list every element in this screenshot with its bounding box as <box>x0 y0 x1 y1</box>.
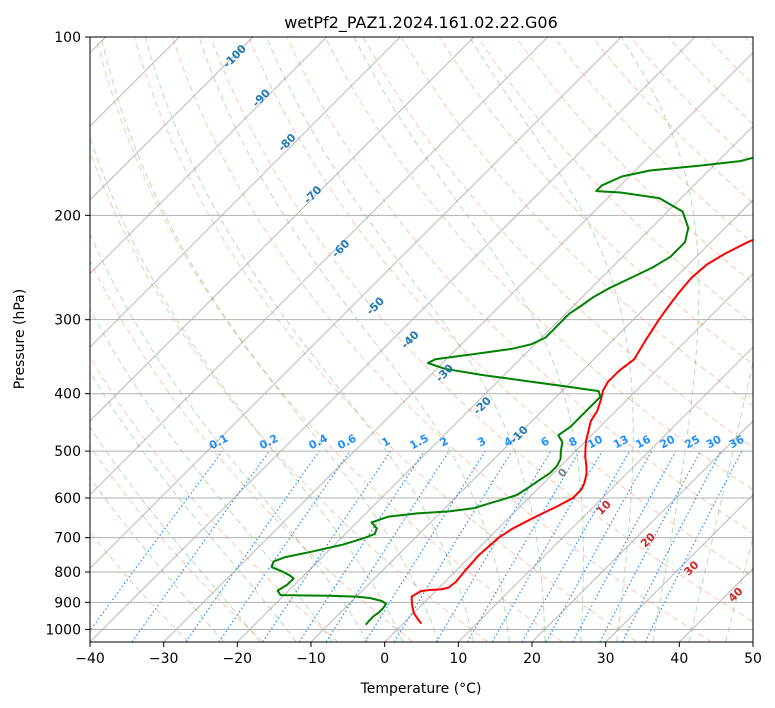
mixing-ratio-label: 30 <box>704 433 724 452</box>
dry-adiabats <box>90 37 753 642</box>
moist-adiabat <box>90 232 369 642</box>
skewed-isotherm <box>90 37 475 422</box>
y-axis-label: Pressure (hPa) <box>12 289 28 389</box>
moist-adiabat <box>620 37 700 642</box>
skewed-isotherm <box>163 51 753 642</box>
dry-adiabat <box>286 37 753 534</box>
y-tick-label: 900 <box>54 595 81 611</box>
dry-adiabat <box>90 259 414 642</box>
moist-adiabat <box>90 308 333 642</box>
y-tick-label: 300 <box>54 313 81 329</box>
skewed-isotherm <box>90 37 549 496</box>
chart-title: wetPf2_PAZ1.2024.161.02.22.G06 <box>284 13 558 33</box>
dry-adiabat <box>324 37 753 491</box>
dry-adiabat <box>210 37 753 623</box>
skewed-isotherm <box>310 199 753 642</box>
moist-adiabat <box>198 37 510 642</box>
skewed-isotherm <box>457 346 753 642</box>
skewed-isotherm <box>90 37 401 349</box>
mixing-ratio-line <box>262 450 392 642</box>
y-tick-label: 100 <box>54 30 81 46</box>
mixing-ratio-label: 16 <box>633 433 653 452</box>
moist-adiabat <box>266 37 546 642</box>
x-axis-label: Temperature (°C) <box>360 681 482 697</box>
mixing-ratio-line <box>131 450 270 642</box>
moist-adiabat <box>90 370 297 642</box>
mixing-ratio-line <box>393 450 513 642</box>
moist-adiabat <box>353 37 584 642</box>
y-tick-label: 1000 <box>45 622 81 638</box>
mixing-ratio-line <box>298 450 425 642</box>
mixing-ratio-line <box>572 450 677 642</box>
x-tick-label: 10 <box>449 651 467 667</box>
x-tick-label: −30 <box>149 651 179 667</box>
mixing-ratio-line <box>644 450 743 642</box>
moist-adiabat <box>90 135 404 642</box>
dry-adiabat <box>90 445 264 642</box>
x-tick-label: 0 <box>380 651 389 667</box>
x-tick-label: 30 <box>597 651 615 667</box>
mixing-ratio-line <box>325 450 450 642</box>
moist-adiabat <box>725 536 753 642</box>
plot-area: -100-90-80-70-60-50-40-30-20-10010203040… <box>90 37 753 642</box>
dry-adiabat <box>90 356 339 642</box>
axes-frame <box>89 36 754 643</box>
mixing-ratio-label: 10 <box>585 433 605 452</box>
skewed-isotherm <box>90 37 328 275</box>
x-tick-label: 40 <box>670 651 688 667</box>
moist-adiabat <box>688 358 753 642</box>
mixing-ratio-line <box>218 450 351 642</box>
skewed-isotherm <box>90 37 696 642</box>
moist-adiabat <box>144 37 475 642</box>
mixing-ratio-lines <box>90 450 743 642</box>
skewed-isotherm <box>384 272 753 642</box>
mixing-ratio-label: 13 <box>611 433 631 452</box>
moist-adiabat <box>90 476 225 642</box>
y-tick-label: 200 <box>54 208 81 224</box>
x-tick-label: 20 <box>523 651 541 667</box>
x-tick-label: −20 <box>223 651 253 667</box>
mixing-ratio-label: 36 <box>727 433 747 452</box>
moist-adiabat <box>90 426 261 642</box>
dry-adiabat <box>171 37 712 642</box>
mixing-ratio-line <box>185 450 320 642</box>
skewed-isotherm <box>90 37 254 201</box>
y-tick-label: 400 <box>54 387 81 403</box>
x-axis-ticks: −40 −30 −20 −10 0 10 20 30 40 50 <box>75 642 762 667</box>
moist-adiabat <box>100 37 439 642</box>
dewpoint-line <box>270 156 753 626</box>
y-tick-label: 700 <box>54 531 81 547</box>
skewed-isotherms <box>90 37 753 642</box>
mixing-ratio-label: 25 <box>683 433 703 452</box>
skewed-isotherm <box>90 37 622 570</box>
y-tick-label: 600 <box>54 491 81 507</box>
y-axis-ticks: 100 200 300 400 500 600 700 800 900 1000 <box>45 30 90 638</box>
dry-adiabat <box>248 37 753 578</box>
mixing-ratio-label: 20 <box>658 433 678 452</box>
x-tick-label: −10 <box>296 651 326 667</box>
skewed-isotherm <box>605 493 753 642</box>
y-tick-label: 800 <box>54 565 81 581</box>
skewed-isotherm <box>531 420 753 642</box>
mixing-ratio-line <box>545 450 653 642</box>
mixing-ratio-line <box>521 450 631 642</box>
x-tick-label: −40 <box>75 651 105 667</box>
dry-adiabat <box>133 37 638 642</box>
mixing-ratio-line <box>90 450 223 632</box>
y-tick-label: 500 <box>54 444 81 460</box>
dry-adiabat <box>515 37 753 284</box>
x-tick-label: 50 <box>744 651 762 667</box>
sounding-series <box>270 156 753 626</box>
dry-adiabat <box>95 37 563 642</box>
temperature-line <box>410 238 753 625</box>
isobar-gridlines <box>90 37 753 630</box>
